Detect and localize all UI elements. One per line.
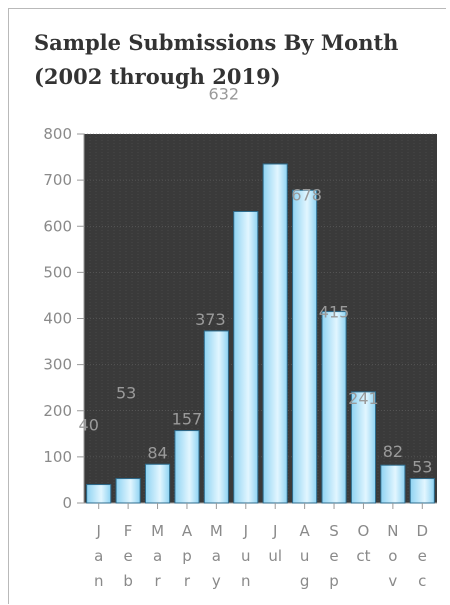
bar [233,210,259,504]
x-tick-label: A [299,522,310,540]
y-tick-label: 100 [43,448,72,466]
bar [174,430,200,504]
x-tick-label: J [243,522,248,540]
chart-title-line-1: Sample Submissions By Month [34,30,399,55]
bar [380,464,406,504]
x-tick-label: J [272,522,277,540]
x-tick-label: a [212,547,221,565]
x-tick-label: e [124,547,133,565]
y-tick-label: 0 [62,494,72,512]
x-tick-label: y [212,572,221,590]
y-tick-label: 600 [43,217,72,235]
bar [86,484,112,504]
x-tick-label: e [329,547,338,565]
x-tick-label: c [418,572,426,590]
chart-title: Sample Submissions By Month (2002 throug… [34,26,444,94]
data-label: 53 [412,458,432,477]
x-tick-label: n [241,572,251,590]
x-tick-label: M [151,522,164,540]
x-tick-label: u [241,547,251,565]
y-tick-label: 300 [43,356,72,374]
x-tick-label: N [387,522,398,540]
x-tick-label: a [94,547,103,565]
data-label: 82 [383,442,403,461]
bar [321,311,347,504]
y-tick-label: 800 [43,125,72,143]
y-tick-label: 200 [43,402,72,420]
x-tick-label: A [182,522,193,540]
x-tick-label: S [329,522,339,540]
x-tick-label: r [154,572,161,590]
x-tick-label: p [182,547,192,565]
y-tick-label: 700 [43,171,72,189]
x-tick-label: u [300,547,310,565]
bar [292,189,318,504]
data-label: 157 [172,410,203,429]
x-tick-label: F [124,522,133,540]
x-tick-label: e [418,547,427,565]
x-tick-label: O [358,522,370,540]
bar [203,330,229,504]
bar [262,163,288,504]
y-tick-label: 500 [43,263,72,281]
data-label: 84 [147,443,167,462]
bar [350,391,377,504]
data-label: 373 [195,310,226,329]
data-label: 53 [116,384,136,403]
x-tick-label: b [123,572,133,590]
x-tick-label: g [300,572,310,590]
x-tick-label: ul [268,547,282,565]
data-label: 632 [209,84,240,103]
x-tick-label: a [153,547,162,565]
data-label: 40 [79,416,99,435]
y-tick-label: 400 [43,310,72,328]
x-tick-label: J [95,522,100,540]
data-label: 678 [291,185,322,204]
bar [115,478,141,504]
data-label: 241 [348,389,379,408]
x-tick-label: M [210,522,223,540]
x-tick-label: o [388,547,397,565]
data-label: 415 [319,303,350,322]
bar [144,463,171,504]
chart-title-line-2: (2002 through 2019) [34,64,281,89]
x-tick-label: ct [356,547,370,565]
bar [409,478,435,504]
x-tick-label: D [417,522,429,540]
x-tick-label: n [94,572,104,590]
x-tick-label: p [329,572,339,590]
x-tick-label: r [184,572,191,590]
x-tick-label: v [388,572,397,590]
